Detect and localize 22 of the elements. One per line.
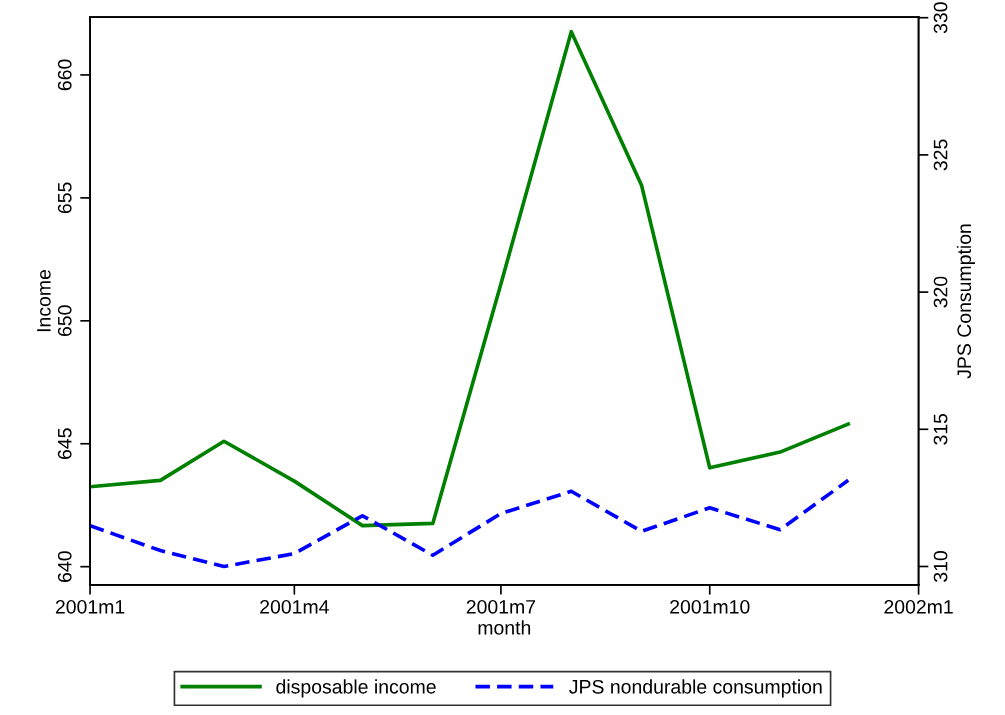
line-series (90, 29, 851, 528)
x-tick-label: 2001m1 (55, 599, 125, 614)
y2-tick-label: 315 (933, 413, 948, 445)
legend-label: JPS nondurable consumption (569, 679, 822, 698)
y-tick-label: 650 (57, 305, 72, 337)
y-tick-label: 660 (57, 59, 72, 91)
line-series (90, 478, 851, 569)
legend-label: disposable income (276, 679, 436, 698)
x-tick-label: 2002m1 (884, 599, 953, 614)
y-axis-title: Income (37, 269, 51, 332)
y-tick-label: 655 (57, 182, 72, 214)
y-tick-label: 645 (57, 428, 72, 459)
y2-tick-label: 310 (933, 551, 948, 582)
y2-tick-label: 330 (933, 2, 948, 34)
y2-tick-label: 325 (933, 139, 948, 171)
y-tick-label: 640 (57, 551, 72, 582)
x-tick-label: 2001m10 (670, 599, 750, 614)
y2-tick-label: 320 (933, 276, 948, 308)
x-axis-title: month (478, 620, 531, 635)
x-tick-label: 2001m4 (260, 599, 329, 614)
x-tick-label: 2001m7 (466, 599, 536, 614)
y2-axis-title: JPS Consumption (956, 224, 975, 379)
